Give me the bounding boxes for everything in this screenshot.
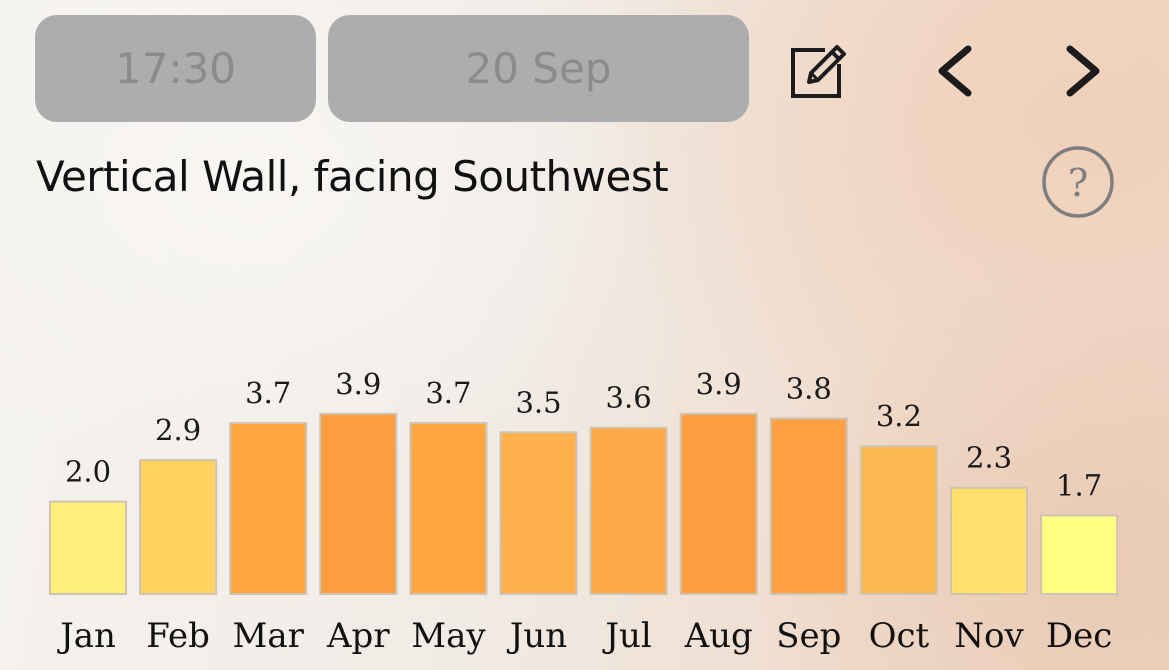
- x-tick-label: Sep: [776, 616, 841, 656]
- x-tick-label: Apr: [326, 616, 390, 656]
- bar-value-label: 2.3: [966, 441, 1012, 475]
- previous-button[interactable]: [920, 36, 986, 106]
- bar-value-label: 3.8: [786, 371, 832, 405]
- bar-value-label: 1.7: [1056, 468, 1102, 502]
- x-tick-label: Feb: [146, 616, 210, 656]
- bar-value-label: 3.9: [696, 367, 742, 401]
- bar-dec: [1040, 514, 1119, 596]
- next-button[interactable]: [1052, 36, 1118, 106]
- x-tick-label: Oct: [869, 616, 930, 656]
- x-tick-label: May: [411, 616, 486, 656]
- bar-aug: [679, 412, 758, 595]
- bar-value-label: 2.0: [65, 455, 111, 489]
- bar-oct: [859, 445, 938, 595]
- edit-icon: [791, 45, 846, 98]
- bar-jul: [589, 426, 668, 595]
- date-selector-button[interactable]: 20 Sep: [328, 15, 749, 122]
- bar-value-label: 3.9: [335, 367, 381, 401]
- x-tick-label: Mar: [233, 616, 305, 656]
- bar-value-label: 3.6: [606, 381, 652, 415]
- chevron-left-icon: [938, 45, 972, 97]
- bar-value-label: 3.2: [876, 399, 922, 433]
- bar-sep: [769, 417, 848, 595]
- x-tick-label: Aug: [684, 616, 753, 656]
- x-tick-label: Nov: [954, 616, 1024, 656]
- chart-title: Vertical Wall, facing Southwest: [36, 152, 669, 201]
- x-tick-label: Jul: [602, 616, 651, 656]
- help-button[interactable]: ?: [1040, 144, 1116, 220]
- bar-apr: [319, 412, 398, 595]
- bar-mar: [229, 422, 308, 595]
- x-tick-label: Jan: [57, 616, 116, 656]
- date-value: 20 Sep: [465, 44, 612, 93]
- help-icon: ?: [1042, 146, 1114, 218]
- bar-value-label: 3.7: [245, 376, 291, 410]
- bar-jan: [49, 500, 127, 596]
- bar-feb: [139, 459, 218, 595]
- chevron-right-icon: [1066, 45, 1100, 97]
- bar-may: [409, 422, 488, 595]
- x-tick-label: Jun: [507, 616, 567, 656]
- time-selector-button[interactable]: 17:30: [35, 15, 316, 122]
- edit-button[interactable]: [782, 36, 852, 106]
- time-value: 17:30: [114, 44, 237, 93]
- bar-value-label: 2.9: [155, 413, 201, 447]
- svg-text:?: ?: [1068, 161, 1088, 205]
- bar-nov: [950, 486, 1028, 595]
- x-tick-label: Dec: [1046, 616, 1112, 656]
- bar-value-label: 3.7: [425, 376, 471, 410]
- bar-value-label: 3.5: [515, 385, 561, 419]
- bar-jun: [499, 431, 578, 595]
